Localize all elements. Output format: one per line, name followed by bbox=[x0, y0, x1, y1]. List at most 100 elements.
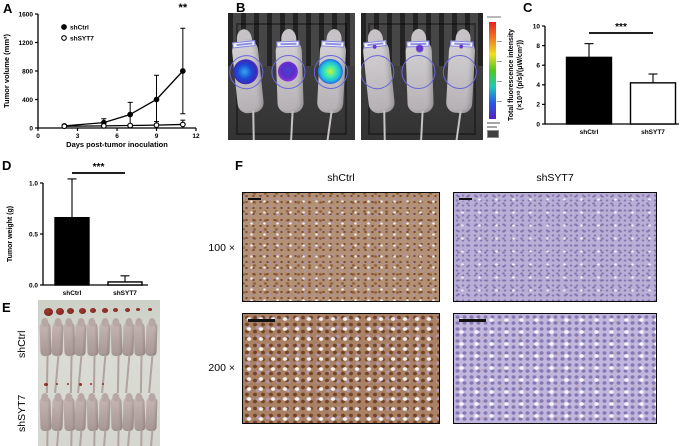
bioluminescence-image-shsyt7 bbox=[361, 13, 483, 140]
colorbar-tick bbox=[497, 41, 502, 42]
svg-text:(×10¹⁰ (p/s)/(μW/cm²)): (×10¹⁰ (p/s)/(μW/cm²)) bbox=[516, 40, 524, 110]
svg-text:***: *** bbox=[615, 22, 627, 33]
svg-text:9: 9 bbox=[155, 133, 159, 140]
panel-e: E shCtrl shSYT7 bbox=[0, 295, 165, 446]
excised-tumor bbox=[55, 308, 64, 315]
excised-tumor bbox=[101, 383, 104, 385]
svg-text:shSYT7: shSYT7 bbox=[113, 290, 137, 297]
panel-c: C 0 2 4 6 8 10 shCtrl shSYT7 *** Total fluorescen… bbox=[505, 0, 685, 150]
mouse-tail bbox=[45, 354, 49, 393]
svg-text:0.0: 0.0 bbox=[29, 282, 38, 289]
bar-shCtrl bbox=[54, 178, 90, 286]
mouse-tail bbox=[77, 429, 83, 446]
mouse-tail bbox=[124, 429, 130, 446]
svg-text:shCtrl: shCtrl bbox=[63, 290, 82, 297]
mouse-tail bbox=[148, 429, 154, 446]
scale-bar bbox=[459, 319, 486, 322]
svg-text:400: 400 bbox=[22, 97, 33, 104]
mouse-tail bbox=[148, 354, 154, 393]
panel-f-label: F bbox=[235, 158, 243, 173]
mouse bbox=[441, 28, 478, 140]
svg-text:shCtrl: shCtrl bbox=[580, 129, 599, 136]
excised-tumor bbox=[101, 308, 108, 313]
svg-text:12: 12 bbox=[192, 133, 200, 140]
excised-tumor bbox=[136, 308, 140, 311]
mouse bbox=[98, 321, 111, 393]
mouse bbox=[133, 396, 146, 446]
mouse bbox=[361, 28, 401, 140]
mouse-id-tag bbox=[276, 40, 300, 48]
panel-f-header-shsyt7: shSYT7 bbox=[536, 172, 574, 184]
excised-tumor bbox=[124, 308, 130, 312]
panel-a-label: A bbox=[3, 1, 13, 16]
mouse-tail bbox=[116, 354, 119, 393]
svg-text:2: 2 bbox=[536, 102, 540, 109]
mouse-tail bbox=[289, 110, 294, 140]
excised-tumor bbox=[90, 383, 92, 385]
excised-tumor bbox=[78, 308, 86, 314]
tumor-volume-line-chart: 0 3 6 9 12 0 400 800 1200 1600 Days post-tumor ino… bbox=[2, 2, 200, 149]
panel-c-label: C bbox=[523, 0, 533, 15]
mouse-tail bbox=[69, 429, 72, 446]
mouse-tail bbox=[77, 354, 83, 393]
mouse bbox=[86, 396, 99, 446]
tumor-weight-bar-chart: 0.0 0.5 1.0 shCtrl shSYT7 *** Tumor weight (g) bbox=[7, 162, 148, 297]
mouse bbox=[110, 396, 123, 446]
mouse bbox=[39, 396, 52, 446]
panel-f-row-label-200x: 200 × bbox=[208, 362, 235, 374]
svg-text:1200: 1200 bbox=[19, 40, 34, 47]
bar-shSYT7 bbox=[629, 73, 677, 125]
mouse bbox=[400, 28, 437, 140]
mouse-tail bbox=[101, 354, 106, 393]
svg-text:Total fluorescence intensity: Total fluorescence intensity bbox=[508, 29, 515, 121]
mouse-tail bbox=[116, 429, 119, 446]
svg-text:0: 0 bbox=[36, 133, 40, 140]
excised-tumor bbox=[44, 383, 48, 386]
mouse bbox=[122, 396, 135, 446]
y-axis: 0 400 800 1200 1600 bbox=[19, 11, 38, 132]
mouse bbox=[133, 321, 146, 393]
mouse-id-tag bbox=[321, 40, 345, 48]
panel-f: F shCtrl shSYT7 100 × 200 × bbox=[195, 150, 685, 446]
svg-text:3: 3 bbox=[76, 133, 80, 140]
bioluminescence-image-shctrl bbox=[228, 13, 355, 140]
colorbar-tick bbox=[497, 61, 502, 62]
ihc-image-shsyt7-200x bbox=[453, 313, 657, 424]
mouse bbox=[74, 321, 87, 393]
mouse-tail bbox=[453, 111, 462, 140]
excised-tumor bbox=[78, 383, 82, 386]
series-shCtrl bbox=[61, 27, 186, 129]
mouse bbox=[145, 396, 158, 446]
mouse-tail bbox=[140, 429, 143, 446]
panel-f-row-label-100x: 100 × bbox=[208, 242, 235, 254]
mouse bbox=[312, 28, 349, 140]
svg-text:Tumor volume (mm³): Tumor volume (mm³) bbox=[2, 33, 11, 108]
excised-tumor bbox=[90, 308, 96, 313]
colorbar-tick bbox=[497, 101, 502, 102]
ihc-image-shsyt7-100x bbox=[453, 192, 657, 302]
ihc-image-shctrl-100x bbox=[242, 192, 440, 302]
panel-a: A 0 3 6 9 12 0 400 800 1200 1600 Days post-tumor i… bbox=[0, 0, 207, 150]
excised-tumor bbox=[44, 308, 53, 316]
colorbar-title-text bbox=[487, 16, 501, 18]
fluorescence-colorbar bbox=[486, 13, 506, 140]
svg-text:***: *** bbox=[93, 162, 105, 173]
svg-text:6: 6 bbox=[115, 133, 119, 140]
mouse-tail bbox=[324, 111, 333, 140]
mouse bbox=[51, 396, 64, 446]
colorbar-unit-text bbox=[487, 126, 497, 128]
mouse bbox=[51, 321, 64, 393]
bar-shCtrl bbox=[565, 43, 613, 125]
y-axis: 0 2 4 6 8 10 bbox=[533, 23, 545, 128]
bar-shSYT7 bbox=[107, 275, 143, 286]
x-axis: 0 3 6 9 12 bbox=[36, 128, 200, 140]
mouse-tail bbox=[124, 354, 130, 393]
colorbar-tick bbox=[497, 81, 502, 82]
svg-text:Tumor weight (g): Tumor weight (g) bbox=[7, 206, 14, 262]
mouse-tail bbox=[93, 429, 96, 446]
mouse bbox=[63, 396, 76, 446]
mouse bbox=[98, 396, 111, 446]
mouse bbox=[122, 321, 135, 393]
scale-bar bbox=[248, 319, 275, 322]
